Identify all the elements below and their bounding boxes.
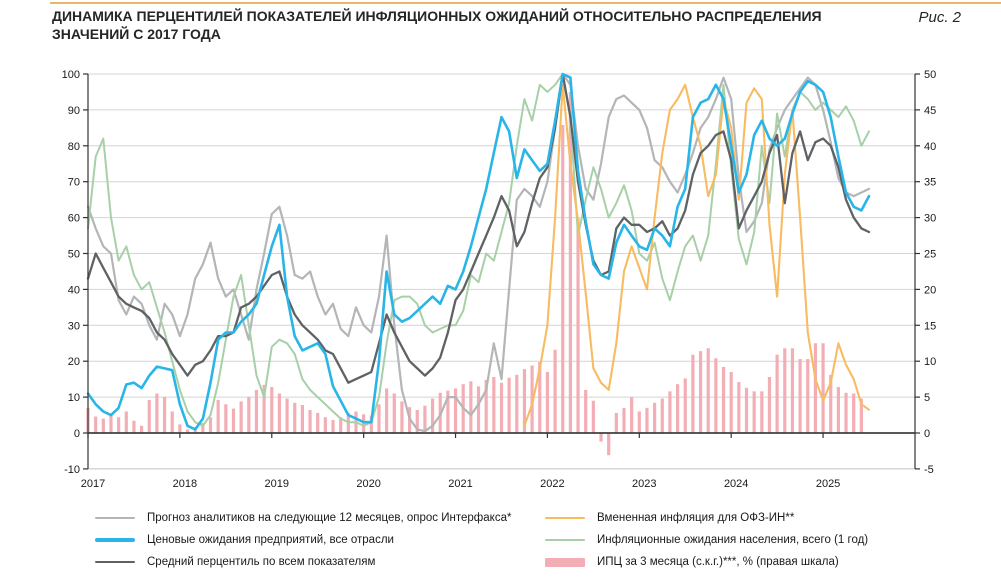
legend-swatch-cpi bbox=[545, 557, 585, 567]
svg-text:20: 20 bbox=[68, 356, 80, 368]
svg-text:2025: 2025 bbox=[816, 478, 840, 490]
svg-text:45: 45 bbox=[924, 105, 936, 117]
svg-text:50: 50 bbox=[68, 249, 80, 261]
legend-label-average: Средний перцентиль по всем показателям bbox=[147, 556, 376, 568]
svg-text:-5: -5 bbox=[924, 464, 934, 476]
svg-text:20: 20 bbox=[924, 284, 936, 296]
figure-number-label: Рис. 2 bbox=[918, 9, 961, 26]
legend-swatch-ofz bbox=[545, 516, 585, 520]
svg-text:5: 5 bbox=[924, 392, 930, 404]
svg-text:2024: 2024 bbox=[724, 478, 748, 490]
svg-text:40: 40 bbox=[924, 141, 936, 153]
svg-text:0: 0 bbox=[74, 428, 80, 440]
legend-label-ofz: Вмененная инфляция для ОФЗ-ИН** bbox=[597, 512, 795, 524]
svg-text:10: 10 bbox=[68, 392, 80, 404]
legend-label-cpi: ИПЦ за 3 месяца (с.к.г.)***, % (правая ш… bbox=[597, 556, 839, 568]
legend-item-ofz: Вмененная инфляция для ОФЗ-ИН** bbox=[545, 507, 985, 529]
svg-text:60: 60 bbox=[68, 213, 80, 225]
svg-text:30: 30 bbox=[68, 320, 80, 332]
legend-column-left: Прогноз аналитиков на следующие 12 месяц… bbox=[95, 507, 525, 573]
svg-text:-10: -10 bbox=[64, 464, 80, 476]
svg-text:90: 90 bbox=[68, 105, 80, 117]
legend-label-population: Инфляционные ожидания населения, всего (… bbox=[597, 534, 869, 546]
svg-text:0: 0 bbox=[924, 428, 930, 440]
legend-item-cpi: ИПЦ за 3 месяца (с.к.г.)***, % (правая ш… bbox=[545, 551, 985, 573]
svg-text:70: 70 bbox=[68, 177, 80, 189]
svg-text:2022: 2022 bbox=[540, 478, 564, 490]
svg-text:2021: 2021 bbox=[448, 478, 472, 490]
svg-text:30: 30 bbox=[924, 213, 936, 225]
svg-text:80: 80 bbox=[68, 141, 80, 153]
svg-text:2019: 2019 bbox=[265, 478, 289, 490]
legend-item-enterprises: Ценовые ожидания предприятий, все отрасл… bbox=[95, 529, 525, 551]
svg-text:40: 40 bbox=[68, 284, 80, 296]
svg-text:2017: 2017 bbox=[81, 478, 105, 490]
chart-canvas: 1009080706050403020100-10504540353025201… bbox=[62, 69, 937, 490]
legend-label-analysts: Прогноз аналитиков на следующие 12 месяц… bbox=[147, 512, 512, 524]
chart-title: ДИНАМИКА ПЕРЦЕНТИЛЕЙ ПОКАЗАТЕЛЕЙ ИНФЛЯЦИ… bbox=[52, 8, 822, 42]
legend-item-analysts: Прогноз аналитиков на следующие 12 месяц… bbox=[95, 507, 525, 529]
svg-text:35: 35 bbox=[924, 177, 936, 189]
svg-text:25: 25 bbox=[924, 249, 936, 261]
legend-item-population: Инфляционные ожидания населения, всего (… bbox=[545, 529, 985, 551]
svg-text:10: 10 bbox=[924, 356, 936, 368]
svg-text:15: 15 bbox=[924, 320, 936, 332]
svg-text:2018: 2018 bbox=[173, 478, 197, 490]
legend-column-right: Вмененная инфляция для ОФЗ-ИН** Инфляцио… bbox=[545, 507, 985, 573]
legend-swatch-enterprises bbox=[95, 538, 135, 542]
svg-text:50: 50 bbox=[924, 69, 936, 81]
legend-swatch-population bbox=[545, 538, 585, 542]
svg-text:2023: 2023 bbox=[632, 478, 656, 490]
legend-swatch-average bbox=[95, 560, 135, 564]
svg-text:100: 100 bbox=[62, 69, 80, 81]
legend-label-enterprises: Ценовые ожидания предприятий, все отрасл… bbox=[147, 534, 394, 546]
svg-text:2020: 2020 bbox=[356, 478, 380, 490]
legend-swatch-analysts bbox=[95, 516, 135, 520]
accent-divider bbox=[50, 2, 1001, 4]
legend-item-average: Средний перцентиль по всем показателям bbox=[95, 551, 525, 573]
